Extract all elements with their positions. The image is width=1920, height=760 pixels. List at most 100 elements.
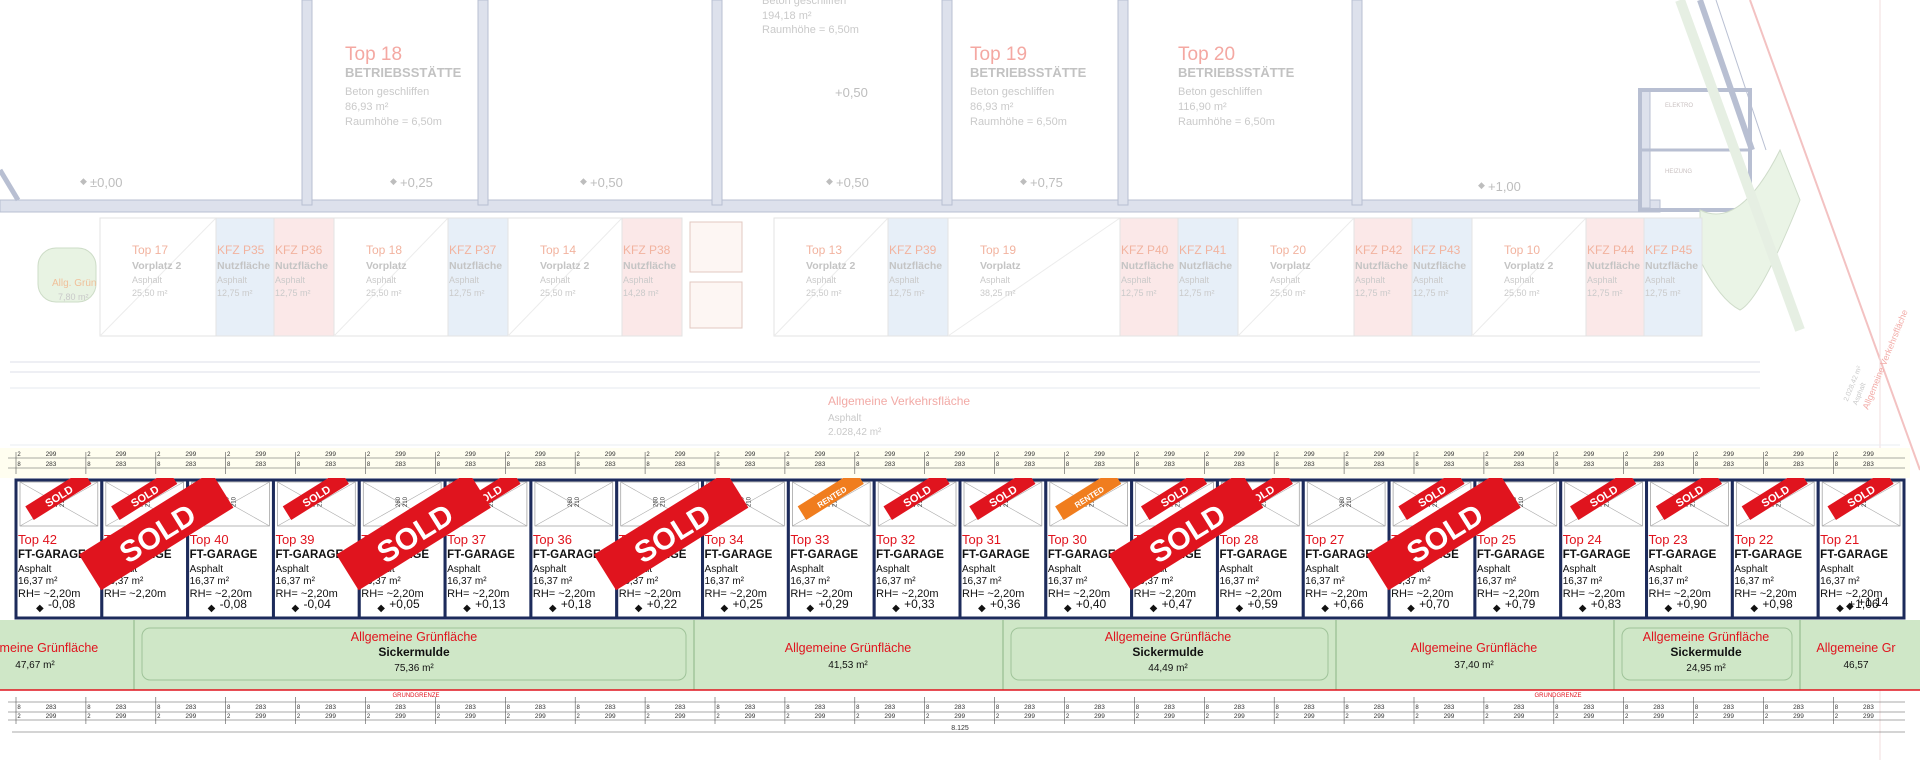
dim-text: 2 bbox=[716, 452, 720, 458]
garage-top-number: Top 42 bbox=[18, 532, 57, 547]
stamp-band bbox=[25, 478, 92, 520]
dim-text: 2 bbox=[507, 452, 511, 458]
dim-text: 283 bbox=[814, 704, 825, 711]
door-dim: 210 bbox=[1519, 496, 1525, 507]
door-dim: 210 bbox=[575, 496, 581, 507]
dim-text: 283 bbox=[1304, 461, 1315, 468]
garage-area: 16,37 m² bbox=[1734, 576, 1774, 587]
garage-top-number: Top 33 bbox=[790, 532, 829, 547]
stamp-band bbox=[883, 478, 950, 520]
forecourt-material: Asphalt bbox=[1270, 275, 1301, 285]
forecourt-cell bbox=[621, 217, 683, 337]
dim-text: 8 bbox=[996, 462, 1000, 468]
dim-text: 2 bbox=[1345, 452, 1349, 458]
dim-text: 299 bbox=[954, 451, 965, 458]
top-dimension-band bbox=[0, 448, 1910, 478]
forecourt-material: Asphalt bbox=[275, 275, 306, 285]
garage-elevation: +0,83 bbox=[1591, 597, 1622, 611]
garage-top-number: Top 37 bbox=[447, 532, 486, 547]
door-dim: 210 bbox=[232, 496, 238, 507]
garage-material: Asphalt bbox=[705, 564, 739, 575]
dim-text: 283 bbox=[605, 461, 616, 468]
boundary-labels: GRUNDGRENZE GRUNDGRENZE bbox=[392, 693, 1581, 699]
dim-text: 283 bbox=[185, 461, 196, 468]
forecourt-subtitle: Nutzfläche bbox=[1645, 260, 1698, 272]
stamp-band bbox=[1108, 478, 1264, 591]
garage-height: RH= ~2,20m bbox=[1134, 588, 1196, 600]
dim-text: 2 bbox=[856, 714, 860, 720]
dim-text: 299 bbox=[605, 713, 616, 720]
forecourt-material: Asphalt bbox=[980, 275, 1011, 285]
dim-text: 2 bbox=[157, 714, 161, 720]
forecourt-subtitle: Vorplatz 2 bbox=[1504, 260, 1554, 272]
dim-text: 8 bbox=[716, 462, 720, 468]
green-areas: Allgemeine Grünfläche 47,67 m² Allgemeine … bbox=[0, 620, 1896, 690]
svg-text:ELEKTRO: ELEKTRO bbox=[1665, 103, 1693, 109]
door-box bbox=[19, 481, 99, 527]
dim-text: 299 bbox=[46, 451, 57, 458]
dim-text: 299 bbox=[1863, 713, 1874, 720]
elevation-marker-icon: ◆ bbox=[291, 603, 299, 614]
elevation-marker-icon: ◆ bbox=[721, 603, 729, 614]
upper-room-name: BETRIEBSSTÄTTE bbox=[1178, 65, 1295, 80]
garage-area: 16,37 m² bbox=[1563, 576, 1603, 587]
dim-text: 2 bbox=[926, 452, 930, 458]
dim-text: 8 bbox=[1555, 705, 1559, 711]
upper-room-height: Raumhöhe = 6,50m bbox=[1178, 116, 1275, 128]
upper-room-area: 86,93 m² bbox=[970, 101, 1014, 113]
dim-text: 8 bbox=[87, 705, 91, 711]
dim-text: 2 bbox=[507, 714, 511, 720]
forecourt-subtitle: Nutzfläche bbox=[623, 260, 676, 272]
garage-height: RH= ~2,20m bbox=[275, 588, 337, 600]
forecourt-subtitle: Vorplatz bbox=[366, 260, 407, 272]
garage-elevation: +0,70 bbox=[1419, 597, 1450, 611]
stamp-band bbox=[969, 478, 1036, 520]
upper-room-name: BETRIEBSSTÄTTE bbox=[970, 65, 1087, 80]
dim-text: 299 bbox=[1024, 713, 1035, 720]
dim-text: 2 bbox=[1555, 452, 1559, 458]
forecourt-area: 25,50 m² bbox=[806, 288, 842, 298]
dim-text: 299 bbox=[1024, 451, 1035, 458]
dim-text: 299 bbox=[745, 713, 756, 720]
dim-text: 2 bbox=[87, 452, 91, 458]
dim-text: 283 bbox=[535, 704, 546, 711]
dim-text: 299 bbox=[814, 713, 825, 720]
garage-area: 16,37 m² bbox=[876, 576, 916, 587]
forecourt-material: Asphalt bbox=[1587, 275, 1618, 285]
green-area-size: 44,49 m² bbox=[1148, 663, 1188, 674]
dim-text: 2 bbox=[1555, 714, 1559, 720]
forecourt-subtitle: Nutzfläche bbox=[1179, 260, 1232, 272]
door-box bbox=[1049, 481, 1128, 527]
garage-type: FT-GARAGE bbox=[190, 549, 258, 561]
stamp-band bbox=[78, 478, 234, 591]
garage-area: 16,37 m² bbox=[1477, 576, 1517, 587]
dim-text: 8 bbox=[1835, 462, 1839, 468]
door-box bbox=[534, 481, 614, 527]
dim-text: 2 bbox=[996, 714, 1000, 720]
forecourt-cell bbox=[1411, 217, 1473, 337]
garage-material: Asphalt bbox=[1820, 564, 1854, 575]
forecourt-area: 12,75 m² bbox=[1121, 288, 1157, 298]
dim-text: 2 bbox=[926, 714, 930, 720]
dim-text: 299 bbox=[1653, 713, 1664, 720]
dim-text: 8 bbox=[1835, 705, 1839, 711]
dim-text: 2 bbox=[1485, 452, 1489, 458]
dim-text: 2 bbox=[1066, 452, 1070, 458]
forecourt-title: Top 18 bbox=[366, 243, 402, 257]
diagonal-line bbox=[333, 217, 449, 337]
garage-material: Asphalt bbox=[18, 564, 52, 575]
garage-height: RH= ~2,20m bbox=[1820, 588, 1882, 600]
boundary-label: GRUNDGRENZE bbox=[1534, 693, 1581, 699]
garage-elevation: +0,18 bbox=[561, 597, 592, 611]
dim-text: 8 bbox=[1415, 462, 1419, 468]
garage-area: 16,37 m² bbox=[1649, 576, 1689, 587]
garage-area: 16,37 m² bbox=[619, 576, 659, 587]
dim-text: 283 bbox=[1583, 461, 1594, 468]
garage-height: RH= ~2,20m bbox=[1391, 588, 1453, 600]
dim-text: 299 bbox=[1164, 713, 1175, 720]
upper-room-area: 86,93 m² bbox=[345, 101, 389, 113]
forecourt-row: Allg. Grün 7,80 m² Top 17 Vorplatz 2 Asphalt… bbox=[37, 217, 1703, 337]
green-area-title: Allgemeine Grünfläche bbox=[0, 641, 98, 655]
